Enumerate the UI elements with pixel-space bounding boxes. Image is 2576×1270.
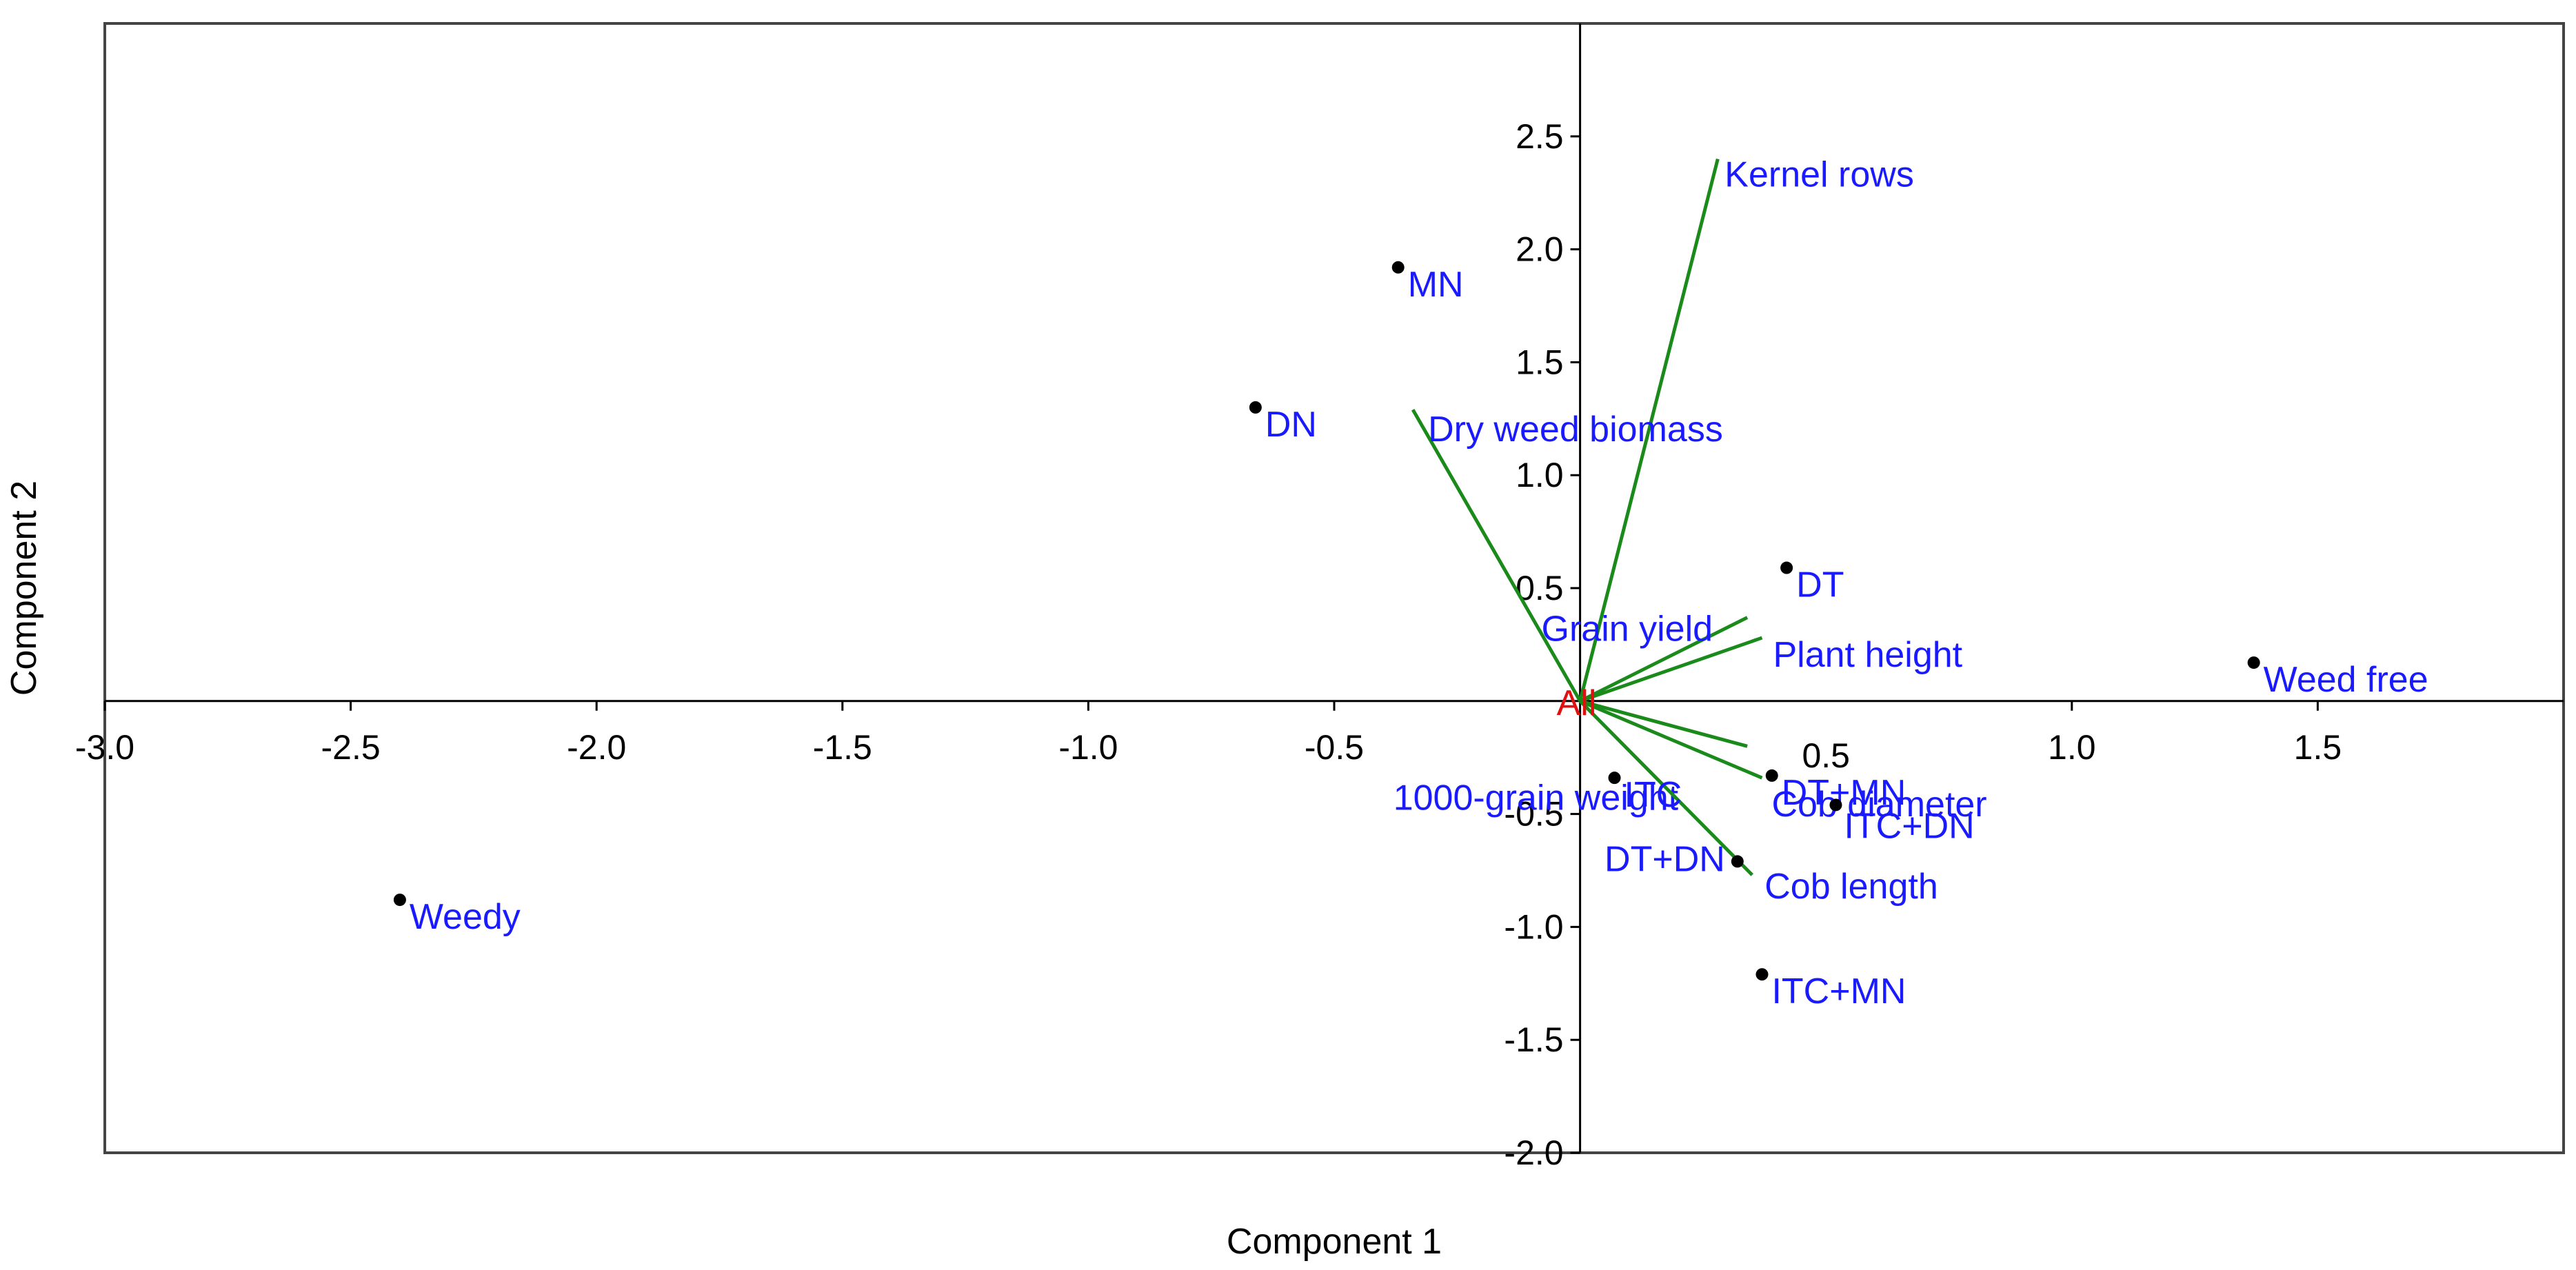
point-label: MN (1408, 265, 1464, 305)
y-tick-label: 1.5 (1516, 343, 1564, 381)
loading-vector (1578, 700, 1753, 876)
score-point (1780, 561, 1793, 574)
vector-label: Grain yield (1542, 609, 1713, 649)
score-point (1731, 855, 1744, 868)
loading-vector (1411, 408, 1582, 703)
score-points: MN DN DT Weed free DT+MN ITC ITC+DN DT+DN ITC+MN… (393, 261, 2428, 1011)
x-tick-label: -3.0 (75, 728, 134, 767)
score-point (1829, 798, 1842, 812)
vector-label: Kernel rows (1724, 155, 1914, 195)
score-point (1249, 401, 1262, 414)
x-tick-label: -1.0 (1058, 728, 1118, 767)
loading-vector (1579, 616, 1749, 703)
y-ticks: 2.52.01.51.00.5-0.5-1.0-1.5-2.0 (1504, 117, 1580, 1172)
y-tick-label: -0.5 (1504, 795, 1563, 834)
score-point (1608, 772, 1621, 785)
y-tick-label: -1.5 (1504, 1020, 1563, 1059)
x-tick-label: -2.0 (567, 728, 626, 767)
x-tick-label: -0.5 (1305, 728, 1364, 767)
score-point (1391, 261, 1405, 274)
x-tick-label: -2.5 (321, 728, 381, 767)
point-label: Weedy (410, 897, 521, 937)
y-tick-label: -1.0 (1504, 907, 1563, 946)
plot-frame (103, 22, 2565, 1154)
point-label: DT+DN (1604, 839, 1725, 879)
x-ticks: -3.0 -2.5 -2.0 -1.5 -1.0 -0.5 1.0 1.5 0.5 (75, 700, 2342, 775)
y-tick-label: 2.0 (1516, 230, 1564, 269)
x-tick-label: 1.5 (2294, 728, 2342, 767)
loading-vectors: Kernel rows Dry weed biomass Grain yield Pl… (1393, 155, 1987, 907)
point-label: ITC+MN (1771, 971, 1906, 1011)
y-tick-label: -2.0 (1504, 1133, 1563, 1172)
point-label: Weed free (2264, 660, 2428, 700)
y-tick-label: 1.0 (1516, 456, 1564, 494)
vector-label: Cob length (1764, 867, 1938, 907)
y-axis-title: Component 2 (4, 481, 44, 696)
origin-label: All (1557, 683, 1597, 723)
score-point (393, 894, 406, 907)
point-label: ITC (1624, 775, 1682, 815)
point-label: DT+MN (1782, 773, 1906, 813)
x-axis-title: Component 1 (1227, 1222, 1442, 1262)
vector-label: Plant height (1773, 635, 1962, 675)
loading-vector (1578, 158, 1720, 702)
point-label: DT (1796, 565, 1844, 605)
x-tick-label: 1.0 (2048, 728, 2096, 767)
point-label: ITC+DN (1844, 806, 1974, 846)
y-tick-label: 2.5 (1516, 117, 1564, 156)
loading-vector (1579, 636, 1763, 703)
loading-vector (1579, 699, 1748, 748)
vector-label: Dry weed biomass (1428, 410, 1723, 450)
score-point (1755, 968, 1769, 981)
score-point (1765, 769, 1778, 782)
loading-vector (1579, 699, 1763, 780)
point-label: DN (1265, 405, 1317, 445)
vector-label: 1000-grain weight (1393, 778, 1679, 818)
score-point (2247, 656, 2260, 669)
x-tick-label: -1.5 (813, 728, 872, 767)
vector-label: Cob diameter (1771, 785, 1986, 825)
x-tick-label: 0.5 (1802, 736, 1850, 775)
